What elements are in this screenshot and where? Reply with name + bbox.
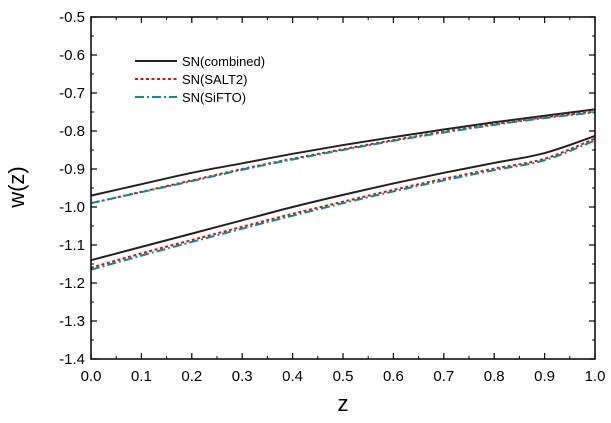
x-tick-label: 0.0 [81,368,102,385]
y-tick-label: -1.3 [59,313,85,330]
x-tick-label: 0.1 [131,368,152,385]
y-tick-label: -1.4 [59,351,85,368]
y-tick-label: -1.0 [59,199,85,216]
x-tick-label: 0.7 [433,368,454,385]
legend: SN(combined) SN(SALT2) SN(SiFTO) [135,54,265,105]
x-tick-label: 0.5 [333,368,354,385]
x-tick-label: 0.4 [282,368,303,385]
x-tick-label: 0.3 [232,368,253,385]
y-tick-label: -1.2 [59,275,85,292]
y-tick-label: -0.9 [59,161,85,178]
series-group [90,108,596,271]
y-tick-label: -0.8 [59,123,85,140]
x-tick-labels: 0.0 0.1 0.2 0.3 0.4 0.5 0.6 0.7 0.8 0.9 1.0 [81,368,606,385]
y-tick-label: -1.1 [59,237,85,254]
x-tick-label: 1.0 [585,368,606,385]
series-line-sn-sifto-upper [90,111,596,205]
series-line-sn-sifto-lower [90,139,596,271]
series-line-sn-combined-upper [90,108,596,197]
y-tick-label: -0.6 [59,47,85,64]
x-tick-label: 0.9 [534,368,555,385]
series-line-sn-salt2-lower [90,137,596,269]
tick-marks [90,16,596,360]
y-tick-label: -0.5 [59,9,85,26]
plot-frame [90,16,596,360]
series-line-sn-combined-lower [90,134,596,262]
x-tick-label: 0.2 [181,368,202,385]
legend-label-sn-salt2: SN(SALT2) [182,72,248,87]
x-tick-label: 0.8 [484,368,505,385]
y-tick-labels: -0.5 -0.6 -0.7 -0.8 -0.9 -1.0 -1.1 -1.2 -1.3 -1.4 [59,9,85,368]
y-axis-label: w(z) [4,166,29,209]
legend-label-sn-combined: SN(combined) [182,54,265,69]
x-axis-label: z [338,391,349,416]
legend-label-sn-sifto: SN(SiFTO) [182,90,246,105]
x-tick-label: 0.6 [383,368,404,385]
y-tick-label: -0.7 [59,85,85,102]
